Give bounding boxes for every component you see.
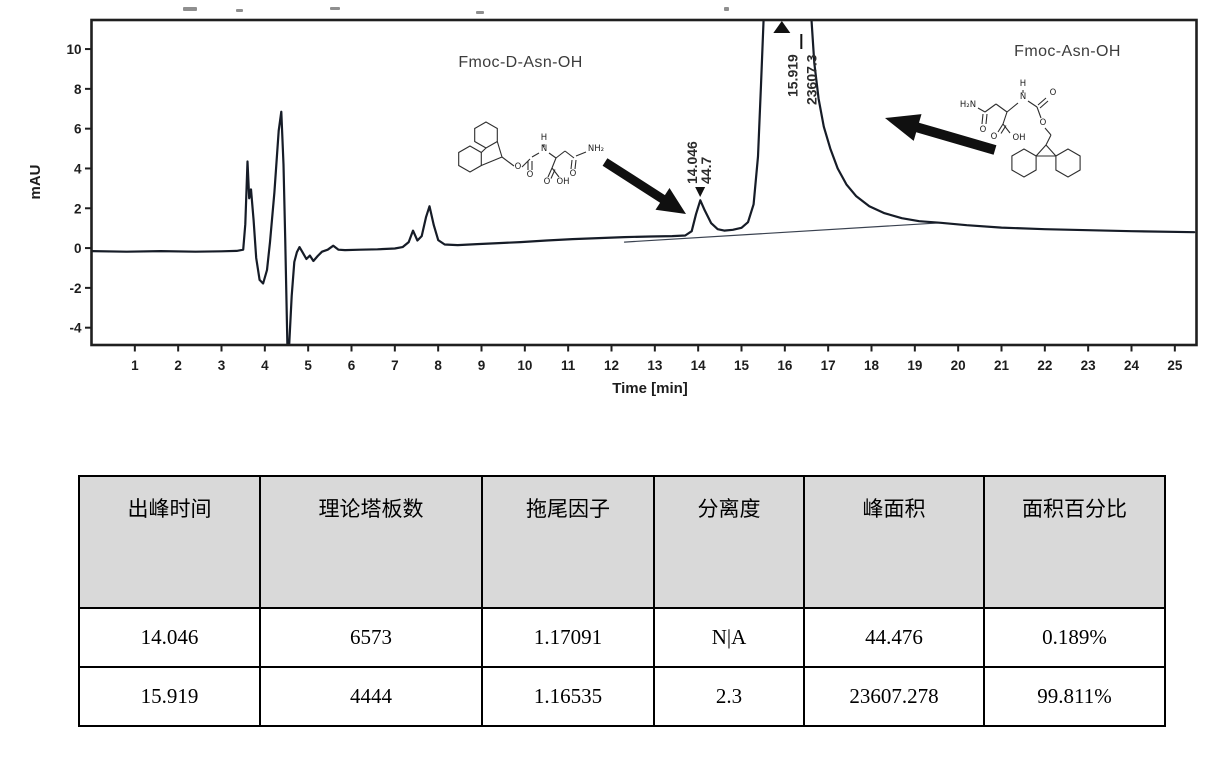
svg-text:20: 20	[951, 358, 966, 373]
svg-text:11: 11	[561, 358, 576, 373]
atom-label: OH	[556, 177, 569, 187]
atom-label: O	[527, 170, 534, 180]
cell-peak-time: 14.046	[78, 607, 261, 668]
peak-results-table: 出峰时间 理论塔板数 拖尾因子 分离度 峰面积 面积百分比 14.046 657…	[78, 475, 1166, 727]
scan-artifacts	[183, 7, 729, 14]
atom-label: H	[1020, 79, 1026, 89]
atom-label: O	[980, 125, 987, 135]
trace-layer	[92, 21, 1196, 344]
atom-label: H₂N	[960, 100, 976, 110]
svg-text:4: 4	[74, 161, 82, 176]
y-axis: 10 8 6 4 2 0 -2 -4 mAU	[27, 42, 92, 336]
svg-text:5: 5	[304, 358, 312, 373]
cell-tailing-factor: 1.17091	[481, 607, 655, 668]
table-row: 14.046 6573 1.17091 N|A 44.476 0.189%	[78, 607, 1166, 668]
plot-border	[90, 18, 1198, 347]
svg-text:3: 3	[218, 358, 226, 373]
chromatogram-plot: 1 2 3 4 5 6 7 8 9 10 11 12 13 14 15 16 17 18 19 20 21 22 23 24 2…	[27, 7, 1198, 397]
cell-resolution: 2.3	[653, 666, 805, 727]
main-peak-apex-marker-icon	[773, 21, 791, 33]
svg-text:8: 8	[434, 358, 442, 373]
svg-text:0: 0	[74, 241, 82, 256]
header-peak-area: 峰面积	[803, 475, 985, 609]
svg-text:2: 2	[174, 358, 182, 373]
atom-label: H	[541, 133, 547, 143]
integration-baseline	[623, 222, 942, 243]
header-peak-time: 出峰时间	[78, 475, 261, 609]
atom-label: N	[541, 144, 547, 154]
peak-annotation-text: 14.046	[684, 141, 700, 184]
cell-area-percent: 99.811%	[983, 666, 1166, 727]
x-axis: 1 2 3 4 5 6 7 8 9 10 11 12 13 14 15 16 17 18 19 20 21 22 23 24 2…	[131, 345, 1183, 397]
minor-peak-apex-marker-icon	[695, 187, 706, 197]
svg-text:6: 6	[348, 358, 356, 373]
svg-text:9: 9	[478, 358, 486, 373]
atom-label: OH	[1012, 133, 1025, 143]
svg-text:8: 8	[74, 82, 82, 97]
peak-annotation-text: 15.919	[784, 54, 800, 97]
table-header-row: 出峰时间 理论塔板数 拖尾因子 分离度 峰面积 面积百分比	[78, 475, 1166, 609]
peak-annotation-text: 23607.3	[803, 54, 819, 105]
y-axis-title: mAU	[27, 164, 44, 199]
arrow-to-minor-peak-icon	[602, 158, 686, 214]
cell-resolution: N|A	[653, 607, 805, 668]
atom-label: O	[544, 177, 551, 187]
cell-peak-time: 15.919	[78, 666, 261, 727]
peak-annotation-text: 44.7	[698, 157, 714, 184]
svg-text:4: 4	[261, 358, 269, 373]
header-theoretical-plates: 理论塔板数	[259, 475, 483, 609]
svg-text:23: 23	[1081, 358, 1097, 373]
atom-label: O	[515, 162, 522, 172]
svg-text:15: 15	[734, 358, 750, 373]
svg-text:12: 12	[604, 358, 619, 373]
svg-text:22: 22	[1037, 358, 1052, 373]
table-row: 15.919 4444 1.16535 2.3 23607.278 99.811…	[78, 666, 1166, 727]
svg-text:10: 10	[517, 358, 532, 373]
svg-text:18: 18	[864, 358, 880, 373]
compound-label-fmoc-asn-oh: Fmoc-Asn-OH	[1014, 43, 1121, 60]
svg-text:24: 24	[1124, 358, 1140, 373]
cell-peak-area: 44.476	[803, 607, 985, 668]
uv-signal	[92, 21, 1196, 344]
svg-text:16: 16	[777, 358, 793, 373]
svg-text:1: 1	[131, 358, 139, 373]
cell-peak-area: 23607.278	[803, 666, 985, 727]
svg-text:25: 25	[1167, 358, 1183, 373]
atom-label: O	[1040, 118, 1047, 128]
cell-area-percent: 0.189%	[983, 607, 1166, 668]
atom-label: N	[1020, 92, 1026, 102]
header-tailing-factor: 拖尾因子	[481, 475, 655, 609]
cell-theoretical-plates: 6573	[259, 607, 483, 668]
compound-label-fmoc-d-asn-oh: Fmoc-D-Asn-OH	[458, 54, 583, 71]
svg-text:6: 6	[74, 122, 82, 137]
atom-label: O	[570, 169, 577, 179]
cell-theoretical-plates: 4444	[259, 666, 483, 727]
svg-text:21: 21	[994, 358, 1010, 373]
atom-label: NH₂	[588, 144, 604, 154]
svg-text:2: 2	[74, 201, 82, 216]
svg-text:10: 10	[66, 42, 81, 57]
svg-text:14: 14	[691, 358, 707, 373]
arrow-to-main-peak-icon	[885, 114, 997, 155]
svg-text:-2: -2	[69, 281, 81, 296]
svg-text:-4: -4	[69, 321, 81, 336]
x-axis-title: Time [min]	[612, 380, 688, 397]
chart-generated-layer: 1 2 3 4 5 6 7 8 9 10 11 12 13 14 15 16 17 18 19 20 21 22 23 24 2…	[27, 18, 1198, 397]
svg-text:13: 13	[647, 358, 663, 373]
svg-text:19: 19	[907, 358, 922, 373]
cell-tailing-factor: 1.16535	[481, 666, 655, 727]
atom-label: O	[1050, 88, 1057, 98]
atom-label: O	[991, 132, 998, 142]
svg-text:7: 7	[391, 358, 399, 373]
svg-text:17: 17	[821, 358, 836, 373]
header-area-percent: 面积百分比	[983, 475, 1166, 609]
header-resolution: 分离度	[653, 475, 805, 609]
